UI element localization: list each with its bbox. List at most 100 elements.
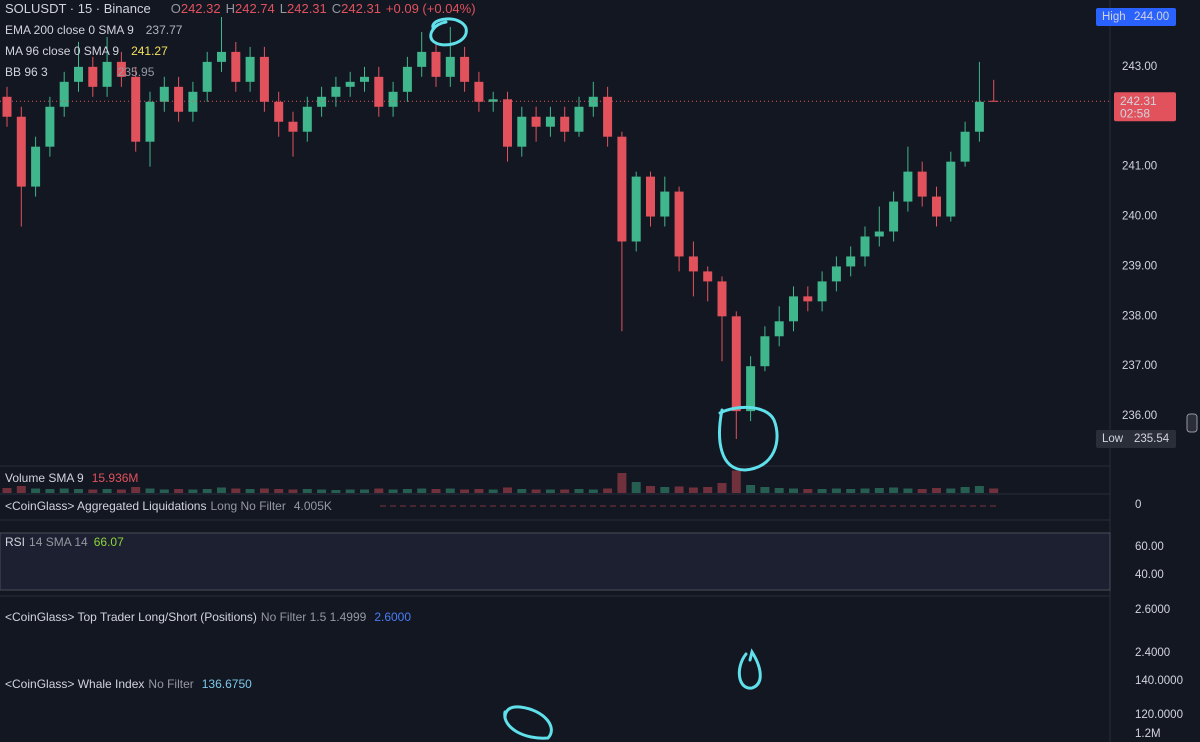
- candle-body: [460, 56, 470, 82]
- volume-bar: [345, 489, 355, 493]
- volume-bar: [846, 489, 856, 493]
- volume-bar: [631, 482, 641, 493]
- candle-body: [831, 266, 841, 282]
- volume-bar: [116, 489, 126, 493]
- candle-body: [603, 96, 613, 137]
- candle-body: [703, 271, 713, 282]
- bb-value: 235.95: [118, 65, 155, 79]
- liq-name: <CoinGlass> Aggregated Liquidations: [5, 499, 206, 513]
- candle-body: [174, 86, 184, 112]
- volume-bar: [974, 486, 984, 493]
- volume-bar: [145, 488, 155, 493]
- volume-bar: [302, 489, 312, 493]
- candle-body: [688, 256, 698, 272]
- close-label: C: [332, 1, 341, 16]
- candle-body: [946, 161, 956, 217]
- y-tick-label: 240.00: [1122, 211, 1157, 223]
- candle-body: [445, 56, 455, 77]
- annotation-circle: [718, 405, 779, 472]
- price-label: 242.31: [1120, 94, 1157, 108]
- y-tick-label: 120.0000: [1135, 709, 1183, 721]
- y-tick-label: 243.00: [1122, 61, 1157, 73]
- rsi-legend: RSI 14 SMA 14 66.07: [5, 535, 124, 549]
- ema-name: EMA 200 close 0 SMA 9: [5, 23, 134, 37]
- candle-body: [274, 101, 284, 122]
- volume-bar: [932, 488, 941, 493]
- annotation-circle: [429, 17, 468, 47]
- candle-body: [288, 121, 298, 132]
- candle-body: [932, 196, 941, 217]
- volume-bar: [903, 488, 913, 493]
- volume-bar: [617, 473, 627, 493]
- volume-bar: [402, 489, 412, 493]
- candle-body: [903, 171, 913, 202]
- volume-bar: [2, 488, 12, 493]
- volume-legend: Volume SMA 9 15.936M: [5, 471, 138, 485]
- volume-bar: [545, 489, 555, 493]
- volume-bar: [188, 489, 198, 493]
- volume-bar: [731, 470, 741, 493]
- candle-body: [317, 96, 327, 107]
- candle-body: [660, 191, 670, 217]
- candle-body: [574, 106, 584, 132]
- y-tick-label: 236.00: [1122, 410, 1157, 422]
- candle-body: [102, 61, 112, 87]
- candle-body: [774, 321, 784, 337]
- volume-bar: [274, 489, 284, 493]
- candle-body: [560, 116, 570, 132]
- low-value: 235.54: [1134, 433, 1170, 445]
- candle-body: [431, 51, 441, 77]
- candle-body: [88, 66, 98, 87]
- volume-bar: [445, 488, 455, 493]
- candle-body: [131, 76, 141, 142]
- volume-bar: [789, 488, 798, 493]
- volume-bar: [317, 489, 327, 493]
- candle-body: [760, 336, 770, 367]
- volume-bar: [245, 489, 255, 493]
- high-value: 244.00: [1134, 11, 1169, 23]
- volume-bar: [45, 489, 55, 493]
- volume-bar: [431, 489, 441, 493]
- volume-bar: [946, 488, 956, 493]
- candle-body: [817, 281, 827, 302]
- y-tick-label: 140.0000: [1135, 675, 1183, 687]
- candle-body: [2, 96, 12, 117]
- volume-bar: [388, 489, 398, 493]
- candle-body: [960, 131, 970, 162]
- volume-bar: [202, 489, 212, 493]
- annotations: [429, 17, 779, 740]
- y-tick-label: 239.00: [1122, 260, 1157, 272]
- volume-bar: [16, 486, 26, 493]
- volume-bar: [31, 488, 41, 493]
- volume-bar: [588, 489, 598, 493]
- candle-body: [803, 296, 813, 302]
- high-label: H: [226, 1, 235, 16]
- symbol: SOLUSDT · 15 · Binance: [5, 1, 151, 16]
- volume-bar: [74, 489, 83, 493]
- header: SOLUSDT · 15 · Binance O242.32 H242.74 L242…: [5, 1, 476, 16]
- bb-name: BB 96 3: [5, 65, 48, 79]
- candle-body: [674, 191, 684, 257]
- candle-body: [531, 116, 541, 127]
- volume-bar: [231, 488, 241, 493]
- volume-bar: [131, 487, 141, 493]
- high-value: 242.74: [235, 1, 275, 16]
- candle-body: [503, 99, 512, 147]
- volume-bar: [817, 489, 827, 493]
- candle-body: [259, 56, 269, 102]
- volume-bar: [889, 487, 899, 493]
- volume-bar: [774, 488, 784, 493]
- volume-bar: [174, 489, 184, 493]
- candle-body: [302, 106, 312, 132]
- candle-body: [545, 116, 555, 127]
- candle-body: [631, 176, 641, 242]
- volume-bar: [159, 489, 169, 493]
- candle-body: [402, 66, 412, 92]
- ma-value: 241.27: [131, 44, 168, 58]
- ma-name: MA 96 close 0 SMA 9: [5, 44, 119, 58]
- y-tick-label: 60.00: [1135, 541, 1164, 553]
- y-tick-label: 40.00: [1135, 569, 1164, 581]
- scroll-handle[interactable]: [1186, 413, 1198, 433]
- volume-bar: [746, 485, 756, 493]
